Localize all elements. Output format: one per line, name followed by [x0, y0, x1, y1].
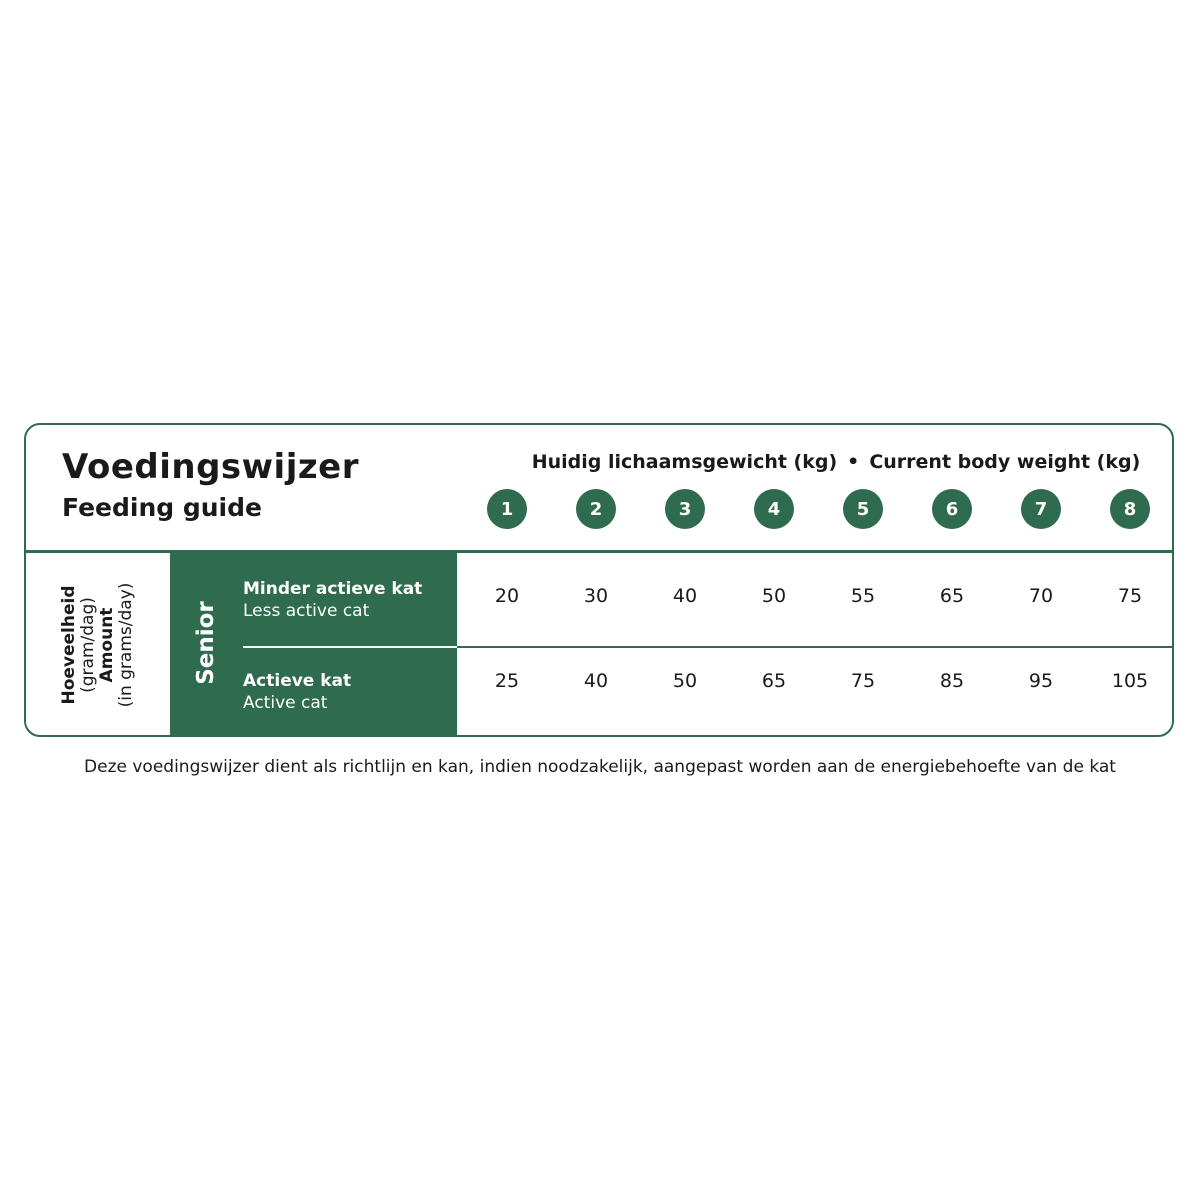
amount-cell: 55 [850, 585, 876, 607]
weight-badge: 3 [665, 489, 705, 529]
activity-en: Active cat [243, 693, 328, 713]
amount-cell: 75 [1117, 585, 1143, 607]
weight-heading-nl: Huidig lichaamsgewicht (kg) [531, 451, 838, 473]
category-panel: Senior Minder actieve kat Less active ca… [170, 553, 457, 735]
row-divider-panel [243, 646, 457, 648]
weight-badge: 6 [932, 489, 972, 529]
activity-less-active: Minder actieve kat Less active cat [243, 578, 422, 622]
amount-cell: 30 [583, 585, 609, 607]
activity-active: Actieve kat Active cat [243, 670, 351, 714]
activity-en: Less active cat [243, 601, 370, 621]
amount-cell: 50 [761, 585, 787, 607]
amount-cell: 85 [939, 670, 965, 692]
weight-badge: 5 [843, 489, 883, 529]
subtitle: Feeding guide [62, 493, 262, 522]
weight-badge: 2 [576, 489, 616, 529]
amount-cell: 65 [761, 670, 787, 692]
row-divider [243, 646, 1172, 648]
amount-cell: 20 [494, 585, 520, 607]
weight-heading-en: Current body weight (kg) [869, 451, 1141, 473]
weight-heading: Huidig lichaamsgewicht (kg) • Current body… [486, 451, 1172, 473]
amount-cell: 70 [1028, 585, 1054, 607]
weight-badge: 4 [754, 489, 794, 529]
amount-label-en: Amount [97, 607, 117, 683]
amount-cell: 40 [583, 670, 609, 692]
amount-unit-en: (in grams/day) [116, 582, 136, 708]
weight-badge: 7 [1021, 489, 1061, 529]
amount-label-nl: Hoeveelheid [59, 585, 79, 705]
amount-cell: 105 [1111, 670, 1149, 692]
title: Voedingswijzer [62, 447, 359, 487]
amount-cell: 50 [672, 670, 698, 692]
header-divider [26, 550, 1172, 553]
activity-nl: Actieve kat [243, 671, 352, 691]
footnote: Deze voedingswijzer dient als richtlijn … [84, 757, 1116, 777]
amount-cell: 65 [939, 585, 965, 607]
amount-cell: 40 [672, 585, 698, 607]
category-label: Senior [193, 601, 219, 685]
weight-badge: 8 [1110, 489, 1150, 529]
amount-cell: 95 [1028, 670, 1054, 692]
feeding-guide-card: Voedingswijzer Feeding guide Huidig lich… [24, 423, 1174, 737]
amount-cell: 75 [850, 670, 876, 692]
amount-label: Hoeveelheid (gram/dag) Amount (in grams/… [59, 582, 136, 708]
amount-unit-nl: (gram/dag) [78, 597, 98, 693]
amount-cell: 25 [494, 670, 520, 692]
weight-badge: 1 [487, 489, 527, 529]
activity-nl: Minder actieve kat [243, 579, 423, 599]
amount-label-column: Hoeveelheid (gram/dag) Amount (in grams/… [26, 553, 170, 735]
separator: • [847, 451, 860, 473]
